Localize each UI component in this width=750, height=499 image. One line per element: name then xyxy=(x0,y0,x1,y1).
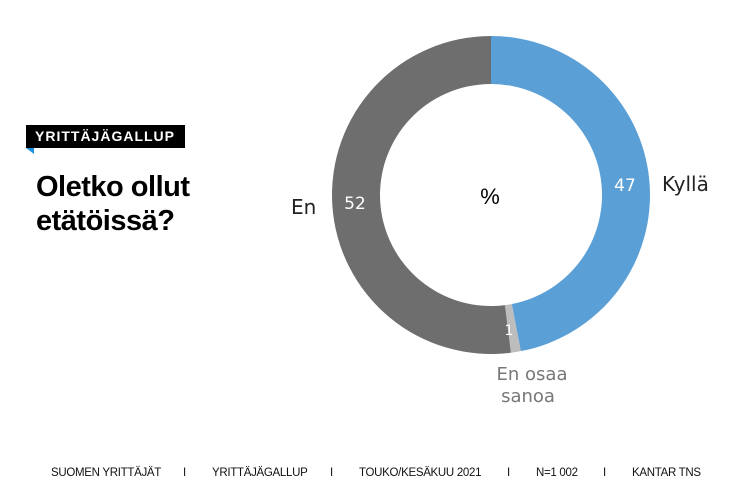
slice-label-en-osaa-line2: sanoa xyxy=(501,386,555,407)
survey-badge: YRITTÄJÄGALLUP xyxy=(26,125,185,148)
footer-date: TOUKO/KESÄKUU 2021 xyxy=(359,467,482,479)
title-line-2: etätöissä? xyxy=(36,205,175,237)
footer-separator: I xyxy=(603,467,606,479)
value-label-kylla: 47 xyxy=(614,176,636,196)
slice-en xyxy=(332,36,511,354)
value-label-en: 52 xyxy=(344,194,366,214)
footer-separator: I xyxy=(507,467,510,479)
slice-label-kylla: Kyllä xyxy=(662,172,709,196)
footer-source: KANTAR TNS xyxy=(632,467,701,479)
footer-series: YRITTÄJÄGALLUP xyxy=(212,467,308,479)
center-label: % xyxy=(480,184,500,209)
slice-label-en: En xyxy=(291,195,316,219)
slice-en-osaa-sanoa xyxy=(504,304,521,353)
footer-separator: I xyxy=(330,467,333,479)
footer-publisher: SUOMEN YRITTÄJÄT xyxy=(51,467,161,479)
slice-kyllä xyxy=(491,36,651,352)
footer-sample-size: N=1 002 xyxy=(536,467,578,479)
chart-title: Oletko ollut etätöissä? xyxy=(36,170,256,238)
footer-separator: I xyxy=(183,467,186,479)
value-label-en-osaa-sanoa: 1 xyxy=(505,323,514,339)
slice-label-en-osaa-line1: En osaa xyxy=(497,364,568,385)
title-line-1: Oletko ollut xyxy=(36,171,190,203)
badge-accent xyxy=(26,148,34,154)
